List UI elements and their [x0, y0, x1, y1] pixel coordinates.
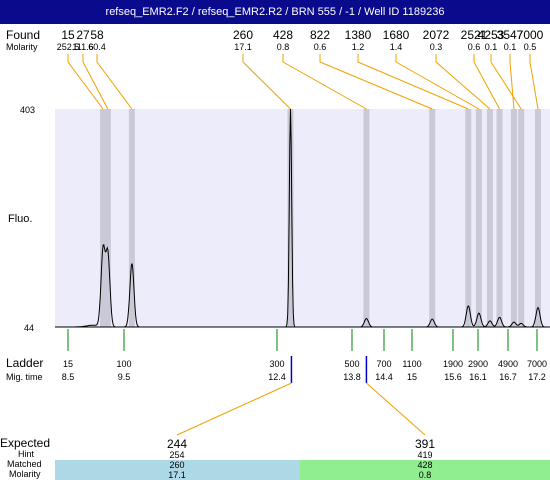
peak-band [510, 109, 517, 327]
found-connector [435, 54, 491, 110]
hint-value: 254 [169, 450, 184, 460]
peak-band [518, 109, 525, 327]
found-molarity-label: 0.6 [468, 42, 481, 52]
found-molarity-label: 0.8 [277, 42, 290, 52]
found-size-label: 260 [233, 28, 253, 42]
ladder-size-label: 1100 [402, 359, 421, 369]
found-connector [473, 54, 500, 110]
found-size-label: 3547 [497, 28, 524, 42]
found-size-label: 27 [76, 28, 90, 42]
matched-value: 260 [169, 460, 184, 470]
found-connector [67, 54, 104, 110]
found-connector [529, 54, 539, 110]
y-axis-label: Fluo. [8, 213, 32, 225]
ladder-migtime-label: 8.5 [62, 372, 75, 382]
hint-value: 419 [417, 450, 432, 460]
found-size-label: 7000 [517, 28, 544, 42]
ladder-size-label: 15 [63, 359, 73, 369]
ladder-migtime-label: 15.6 [444, 372, 462, 382]
peak-band [486, 109, 493, 327]
mig-time-row-label: Mig. time [6, 372, 43, 382]
found-connector [490, 54, 522, 110]
matched-row-label: Matched [7, 459, 42, 469]
y-tick-bottom: 44 [24, 323, 34, 333]
found-molarity-label: 1.4 [390, 42, 403, 52]
ladder-migtime-label: 14.4 [375, 372, 393, 382]
ladder-size-label: 100 [116, 359, 131, 369]
ladder-migtime-label: 16.7 [499, 372, 517, 382]
found-molarity-label: 0.1 [504, 42, 517, 52]
found-size-label: 1680 [383, 28, 410, 42]
ladder-size-label: 1900 [443, 359, 463, 369]
found-size-label: 1380 [345, 28, 372, 42]
ladder-size-label: 700 [376, 359, 391, 369]
found-molarity-label: 111.6 [72, 42, 93, 52]
y-tick-top: 403 [20, 105, 35, 115]
peak-band [363, 109, 370, 327]
found-connector [242, 54, 291, 110]
found-molarity-label: 17.1 [234, 42, 252, 52]
found-molarity-label: 0.5 [524, 42, 537, 52]
found-connector [282, 54, 367, 110]
found-molarity-label: 0.6 [314, 42, 327, 52]
expected-row-label: Expected [0, 436, 50, 450]
matched-value: 428 [417, 460, 432, 470]
found-connector [509, 54, 515, 110]
found-molarity-label: 0.1 [485, 42, 498, 52]
found-row-label: Found [6, 28, 40, 42]
ladder-migtime-label: 9.5 [118, 372, 131, 382]
ladder-size-label: 4900 [498, 359, 518, 369]
ladder-migtime-label: 12.4 [268, 372, 286, 382]
expected-connector [176, 382, 292, 436]
ladder-size-label: 500 [344, 359, 359, 369]
found-molarity-label: 252.5 [57, 42, 80, 52]
matched-highlight-2 [300, 460, 550, 480]
found-size-label: 2521 [461, 28, 488, 42]
ladder-migtime-label: 16.1 [469, 372, 487, 382]
found-size-label: 822 [310, 28, 330, 42]
found-size-label: 428 [273, 28, 293, 42]
found-connector [319, 54, 433, 110]
found-size-label: 58 [90, 28, 104, 42]
peak-band [128, 109, 135, 327]
found-connector [96, 54, 133, 110]
hint-row-label: Hint [18, 449, 35, 459]
found-size-label: 15 [61, 28, 75, 42]
ladder-size-label: 7000 [527, 359, 547, 369]
expected-value: 244 [167, 437, 187, 451]
peak-band [429, 109, 436, 327]
peak-band [287, 109, 294, 327]
found-connector [357, 54, 469, 110]
ladder-migtime-label: 15 [407, 372, 417, 382]
found-molarity-label: 60.4 [88, 42, 106, 52]
ladder-migtime-label: 13.8 [343, 372, 361, 382]
peak-band [496, 109, 503, 327]
chart-title: refseq_EMR2.F2 / refseq_EMR2.R2 / BRN 55… [0, 0, 550, 24]
found-molarity-label: 1.2 [352, 42, 365, 52]
expected-value: 391 [415, 437, 435, 451]
ladder-migtime-label: 17.2 [528, 372, 546, 382]
peak-band [475, 109, 482, 327]
peak-band [100, 109, 107, 327]
peak-band [104, 109, 111, 327]
ladder-row-label: Ladder [6, 356, 43, 370]
ladder-size-label: 300 [269, 359, 284, 369]
expected-connector [366, 382, 426, 436]
found-size-label: 4253 [478, 28, 505, 42]
molarity-bottom-row-label: Molarity [9, 469, 41, 479]
matched-molarity-value: 0.8 [419, 470, 432, 480]
found-connector [82, 54, 109, 110]
molarity-row-label: Molarity [6, 42, 38, 52]
matched-highlight-1 [55, 460, 300, 480]
ladder-size-label: 2900 [468, 359, 488, 369]
found-size-label: 2072 [423, 28, 450, 42]
matched-molarity-value: 17.1 [168, 470, 186, 480]
peak-band [534, 109, 541, 327]
found-molarity-label: 0.3 [430, 42, 443, 52]
peak-band [465, 109, 472, 327]
found-connector [395, 54, 480, 110]
